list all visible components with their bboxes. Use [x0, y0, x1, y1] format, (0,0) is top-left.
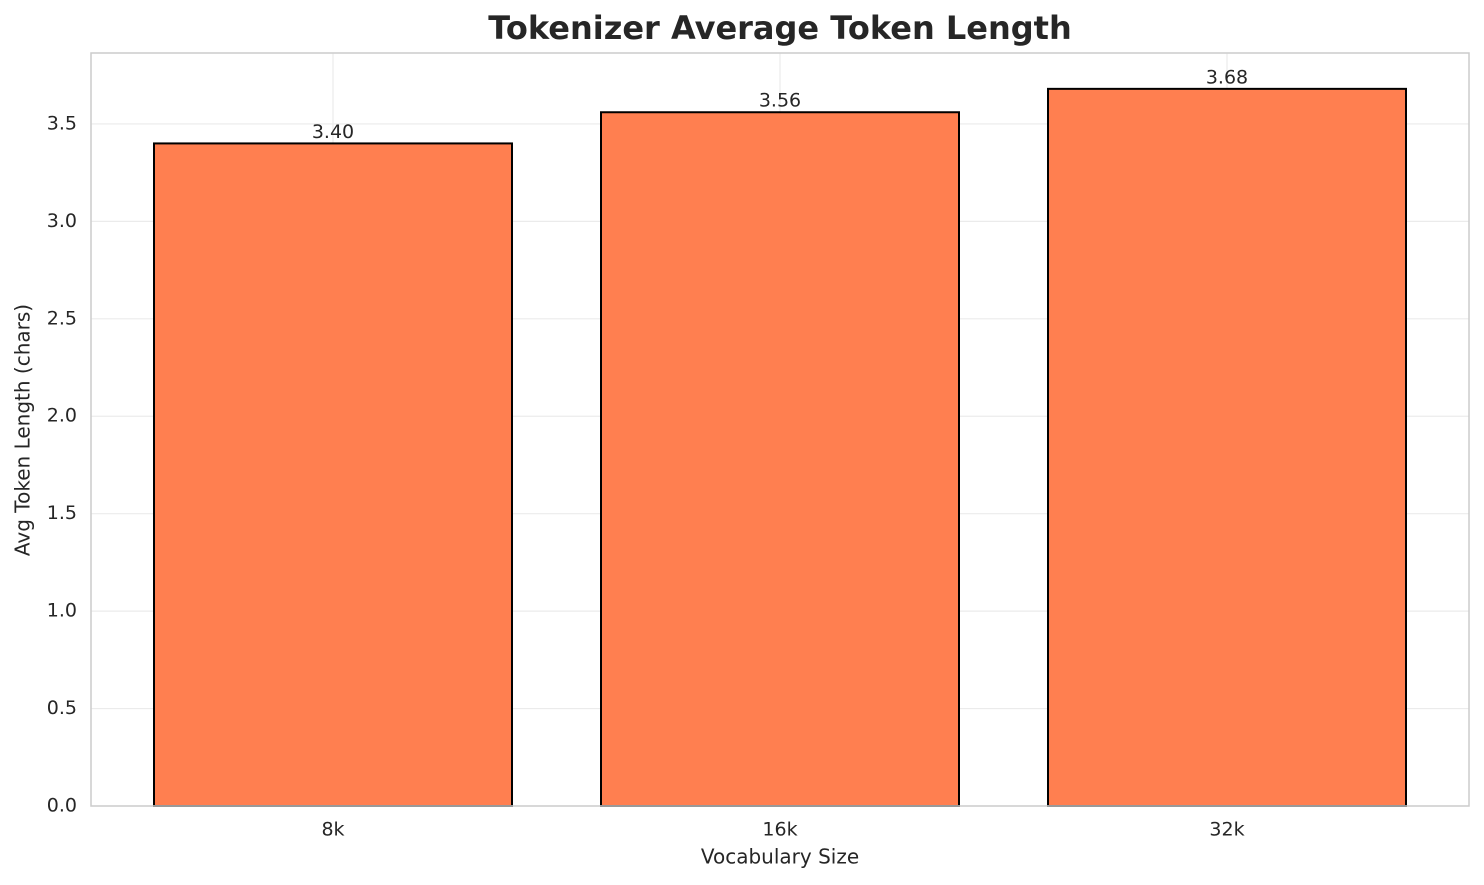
y-tick-label: 1.0: [47, 600, 77, 622]
bar: [600, 111, 960, 807]
x-axis-label: Vocabulary Size: [701, 845, 859, 869]
y-tick-label: 2.5: [47, 307, 77, 329]
value-label: 3.56: [759, 90, 801, 112]
bar: [1047, 87, 1407, 808]
chart-title: Tokenizer Average Token Length: [488, 9, 1071, 47]
y-tick-label: 3.5: [47, 112, 77, 134]
bar: [153, 142, 513, 807]
y-tick-label: 2.0: [47, 405, 77, 427]
y-tick-label: 3.0: [47, 210, 77, 232]
value-label: 3.68: [1206, 66, 1248, 88]
y-tick-label: 0.5: [47, 697, 77, 719]
value-label: 3.40: [312, 121, 354, 143]
y-tick-label: 1.5: [47, 502, 77, 524]
plot-frame: [90, 52, 1470, 807]
y-axis-label: Avg Token Length (chars): [11, 304, 35, 556]
x-tick-label: 32k: [1209, 819, 1244, 841]
x-tick-label: 8k: [321, 819, 344, 841]
y-tick-label: 0.0: [47, 795, 77, 817]
x-tick-label: 16k: [762, 819, 797, 841]
